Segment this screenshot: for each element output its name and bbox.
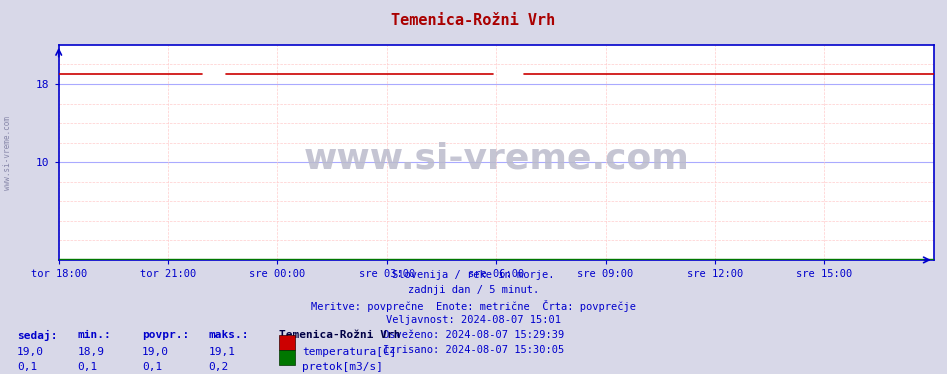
Text: Osveženo: 2024-08-07 15:29:39: Osveženo: 2024-08-07 15:29:39 (383, 330, 564, 340)
Text: Veljavnost: 2024-08-07 15:01: Veljavnost: 2024-08-07 15:01 (386, 315, 561, 325)
Text: 19,0: 19,0 (17, 347, 45, 357)
Text: zadnji dan / 5 minut.: zadnji dan / 5 minut. (408, 285, 539, 295)
Text: sedaj:: sedaj: (17, 330, 58, 341)
Text: www.si-vreme.com: www.si-vreme.com (303, 142, 689, 176)
Text: Temenica-Rožni Vrh: Temenica-Rožni Vrh (391, 13, 556, 28)
Text: 0,1: 0,1 (17, 362, 37, 372)
Text: temperatura[C]: temperatura[C] (302, 347, 397, 357)
Text: Slovenija / reke in morje.: Slovenija / reke in morje. (392, 270, 555, 280)
Text: povpr.:: povpr.: (142, 330, 189, 340)
Text: 19,0: 19,0 (142, 347, 170, 357)
Text: 0,1: 0,1 (78, 362, 98, 372)
Text: www.si-vreme.com: www.si-vreme.com (3, 116, 12, 190)
Text: 18,9: 18,9 (78, 347, 105, 357)
Text: min.:: min.: (78, 330, 112, 340)
Text: Meritve: povprečne  Enote: metrične  Črta: povprečje: Meritve: povprečne Enote: metrične Črta:… (311, 300, 636, 312)
Text: 0,1: 0,1 (142, 362, 162, 372)
Text: Izrisano: 2024-08-07 15:30:05: Izrisano: 2024-08-07 15:30:05 (383, 345, 564, 355)
Text: Temenica-Rožni Vrh: Temenica-Rožni Vrh (279, 330, 401, 340)
Text: pretok[m3/s]: pretok[m3/s] (302, 362, 384, 372)
Text: maks.:: maks.: (208, 330, 249, 340)
Text: 19,1: 19,1 (208, 347, 236, 357)
Text: 0,2: 0,2 (208, 362, 228, 372)
